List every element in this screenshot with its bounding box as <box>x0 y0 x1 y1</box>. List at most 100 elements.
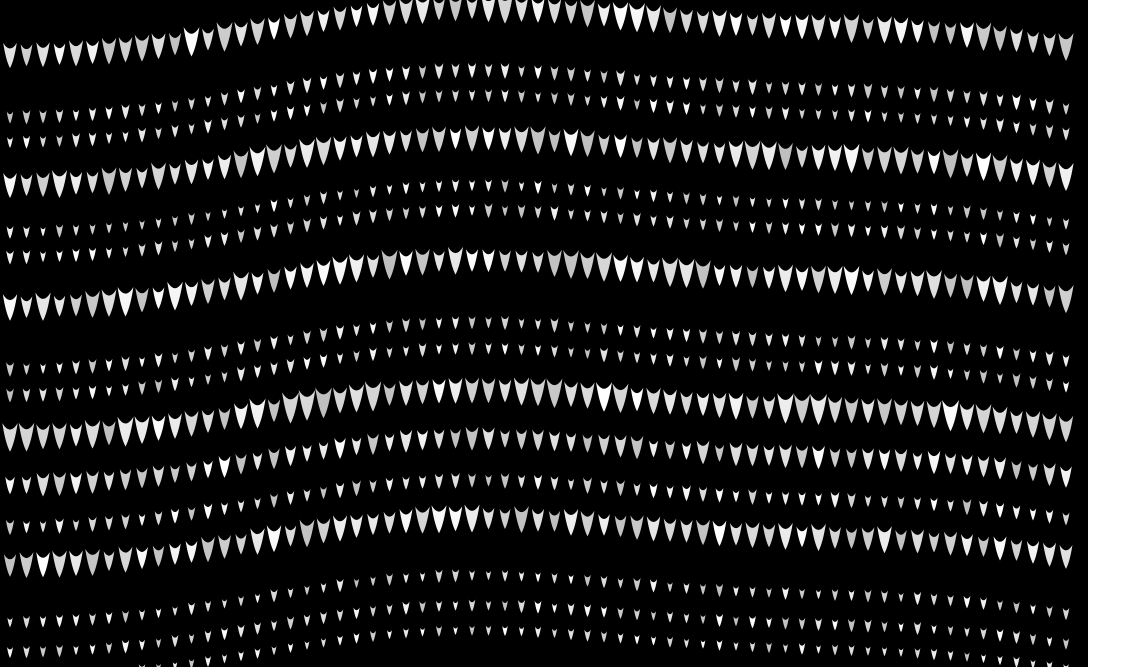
v-mark <box>960 153 974 177</box>
v-mark <box>1029 97 1037 112</box>
v-mark <box>1030 213 1036 225</box>
v-mark <box>249 398 266 429</box>
v-mark <box>465 377 479 404</box>
v-mark <box>715 613 724 627</box>
v-mark <box>749 586 756 598</box>
v-mark <box>964 627 970 638</box>
v-mark <box>749 615 756 629</box>
v-mark <box>451 63 460 79</box>
v-mark <box>499 508 511 529</box>
v-mark <box>683 76 690 90</box>
v-mark <box>303 330 311 345</box>
v-mark <box>501 343 509 355</box>
v-mark <box>844 397 859 424</box>
v-mark <box>848 590 855 601</box>
v-mark <box>237 341 245 356</box>
v-mark <box>204 119 212 134</box>
v-mark <box>847 83 856 98</box>
v-mark <box>993 536 1007 561</box>
v-mark <box>318 442 329 460</box>
v-mark <box>117 286 134 317</box>
v-mark <box>914 648 921 659</box>
v-mark <box>798 361 806 373</box>
v-mark <box>465 426 479 451</box>
v-mark <box>1062 103 1070 115</box>
v-mark <box>36 552 50 578</box>
v-mark <box>270 335 278 350</box>
v-mark <box>485 89 492 103</box>
v-mark <box>600 210 608 224</box>
v-mark <box>353 350 360 363</box>
v-mark <box>482 427 495 450</box>
v-mark <box>220 344 229 358</box>
v-mark <box>1058 415 1074 443</box>
v-mark <box>56 362 63 374</box>
v-mark <box>765 332 773 347</box>
v-mark <box>188 349 195 363</box>
v-mark <box>419 181 426 193</box>
v-mark <box>794 394 810 424</box>
v-mark <box>138 243 146 257</box>
v-mark <box>415 127 430 153</box>
v-mark <box>402 476 410 490</box>
v-mark <box>551 603 558 614</box>
v-mark <box>403 345 409 357</box>
v-mark <box>320 611 327 625</box>
v-mark <box>352 71 361 86</box>
v-mark <box>286 616 295 630</box>
v-mark <box>614 134 627 158</box>
v-mark <box>633 325 641 338</box>
v-mark <box>531 0 545 23</box>
v-mark <box>880 85 889 99</box>
v-mark <box>431 505 447 534</box>
v-mark <box>402 65 410 81</box>
v-mark <box>815 223 822 236</box>
v-mark <box>514 126 529 153</box>
v-mark <box>156 663 161 671</box>
v-mark <box>865 363 871 375</box>
v-mark <box>469 180 475 192</box>
v-mark <box>580 0 595 28</box>
v-mark <box>1046 240 1053 253</box>
v-mark <box>3 554 17 577</box>
v-mark <box>283 13 298 39</box>
v-mark <box>1011 461 1022 480</box>
v-mark <box>336 578 344 593</box>
v-mark <box>911 529 924 554</box>
v-mark <box>383 130 396 155</box>
v-mark <box>534 206 542 219</box>
v-mark <box>316 518 331 544</box>
v-mark <box>778 264 793 293</box>
v-mark <box>831 589 839 601</box>
v-mark <box>815 108 822 120</box>
v-mark <box>204 95 212 108</box>
v-mark <box>629 2 645 33</box>
v-mark <box>499 250 511 272</box>
v-mark <box>549 431 560 452</box>
v-mark <box>762 524 776 548</box>
v-mark <box>233 150 249 179</box>
v-mark <box>846 448 857 469</box>
v-mark <box>369 322 377 335</box>
v-mark <box>616 480 625 497</box>
v-mark <box>72 224 80 236</box>
v-mark <box>402 317 410 333</box>
v-mark <box>944 531 957 556</box>
v-mark <box>252 452 263 471</box>
v-mark <box>383 511 396 534</box>
v-mark <box>501 315 509 331</box>
v-mark <box>634 634 640 645</box>
v-mark <box>72 614 80 627</box>
v-mark <box>827 144 843 171</box>
v-mark <box>661 257 679 288</box>
v-mark <box>895 271 907 294</box>
v-mark <box>220 92 229 106</box>
v-mark <box>352 480 361 497</box>
v-mark <box>729 442 743 467</box>
v-mark <box>237 624 245 638</box>
v-mark <box>184 159 199 185</box>
v-mark <box>862 270 874 292</box>
v-mark <box>102 420 116 446</box>
v-mark <box>847 361 856 376</box>
v-mark <box>745 522 760 549</box>
